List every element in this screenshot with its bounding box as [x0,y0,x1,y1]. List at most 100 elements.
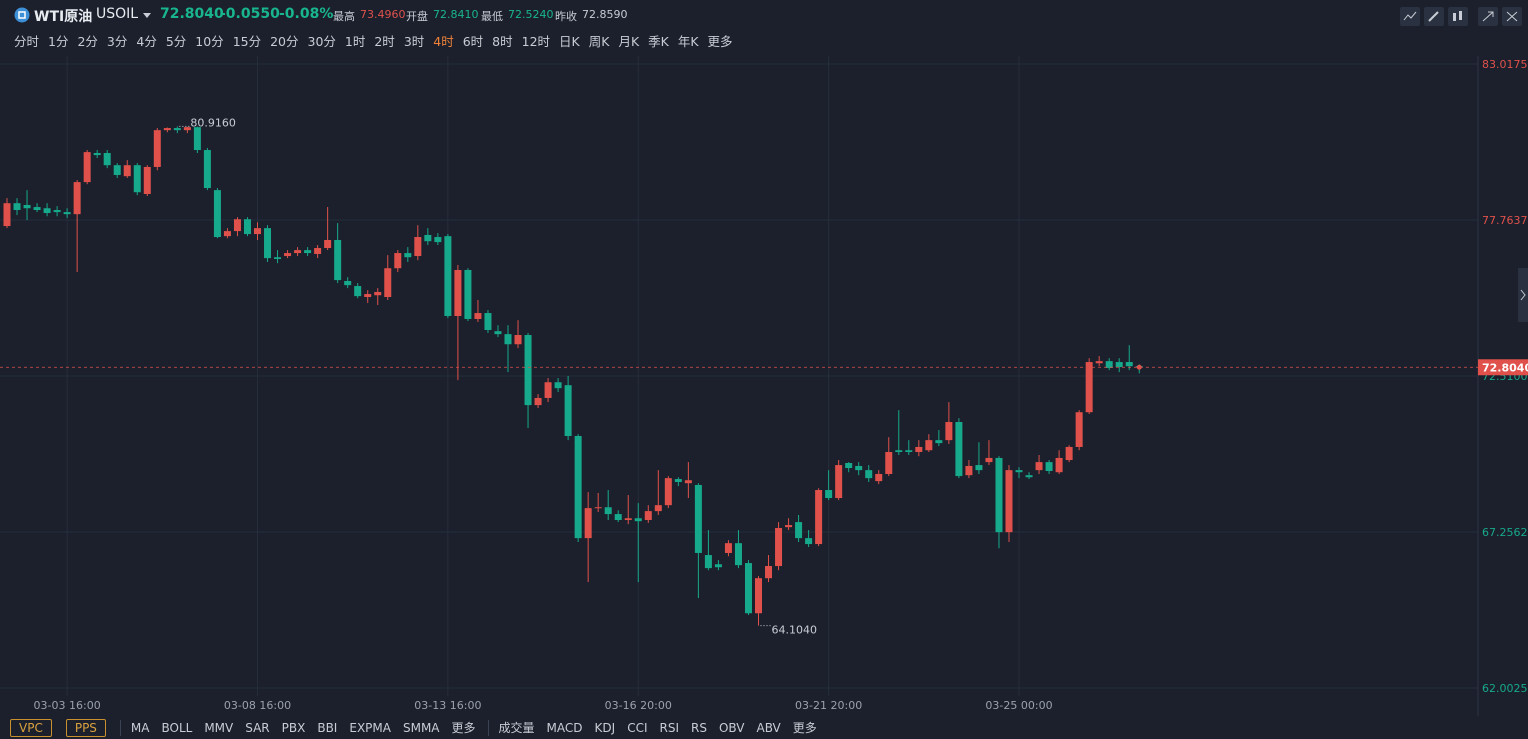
period-button[interactable]: 3时 [403,34,425,49]
candle-body [624,518,632,521]
main-indicator[interactable]: PBX [281,720,306,735]
symbol-caret [143,13,151,18]
sub-indicator[interactable]: 更多 [792,721,817,735]
candle-body [724,543,732,553]
candle-body [1035,462,1043,471]
sub-indicator[interactable]: RS [690,720,707,735]
main-indicator[interactable]: BBI [317,720,338,735]
candle-body [985,457,993,463]
last-price-box [1478,359,1528,376]
period-button[interactable]: 10分 [195,34,224,49]
candle-body [163,128,171,131]
candle-body [955,422,963,477]
candle-body [965,465,973,476]
period-button[interactable]: 年K [677,34,699,49]
x-tick-label: 03-08 16:00 [224,699,291,712]
main-indicator[interactable]: EXPMA [349,720,391,735]
x-tick-label: 03-25 00:00 [985,699,1052,712]
period-button[interactable]: 12时 [521,34,551,49]
sub-indicator[interactable]: MACD [546,720,583,735]
sub-indicator[interactable]: OBV [718,720,745,735]
period-button[interactable]: 分时 [14,34,40,49]
candle-body [1005,470,1013,533]
candle-body [53,210,61,213]
period-button[interactable]: 2时 [374,34,395,49]
period-button[interactable]: 30分 [307,34,336,49]
candle-body [775,528,783,567]
period-button[interactable]: 4分 [136,34,157,49]
period-button[interactable]: 3分 [106,34,128,49]
candle-body [614,514,622,521]
candle-body [574,435,582,539]
period-button[interactable]: 15分 [232,34,262,49]
candle-body [594,507,602,509]
main-indicator[interactable]: SAR [245,720,270,735]
candle-body [1105,361,1113,368]
main-indicator[interactable]: MA [130,720,150,735]
candle-body [334,240,342,281]
candle-body [193,127,201,151]
candle-body [183,127,191,131]
period-button[interactable]: 8时 [492,34,513,49]
candle-body [875,473,883,482]
annotation-label: 80.9160 [190,116,236,129]
candle-body [1015,470,1023,473]
candle-body [925,440,933,451]
candle-body [905,450,913,453]
side-tab[interactable] [1518,268,1528,322]
period-button[interactable]: 2分 [77,34,98,49]
candle-body [634,518,642,522]
period-button[interactable]: 1时 [344,34,366,49]
candle-body [203,150,211,189]
title: WTI原油 [34,9,93,25]
candle-body [755,578,762,614]
period-button[interactable]: 月K [618,34,640,49]
candle-body [945,422,953,441]
sub-indicator[interactable]: CCI [627,720,648,735]
candle-body [1055,457,1063,473]
candle-body [354,286,362,297]
stat-value: 72.8590 [582,8,628,21]
candle-body [1085,362,1093,413]
annotation-label: 64.1040 [772,624,818,637]
candle-body [1025,475,1033,478]
main-indicator[interactable]: 更多 [451,721,476,735]
candle-body [173,128,181,131]
candle-body [885,452,893,474]
candle-body [153,130,161,167]
period-button[interactable]: 日K [559,34,580,49]
candle-body [464,269,472,319]
symbol[interactable]: USOIL [96,6,139,22]
period-button[interactable]: 6时 [462,34,484,49]
candle-body [374,291,382,296]
main-indicator[interactable]: BOLL [161,720,193,735]
main-indicator[interactable]: MMV [204,720,234,735]
period-button[interactable]: 4时 [433,34,454,49]
main-indicator[interactable]: SMMA [402,720,440,735]
candle-body [73,182,81,215]
period-button[interactable]: 季K [648,34,669,49]
candle-body [544,382,552,398]
candle-body [23,204,31,209]
period-button[interactable]: 1分 [48,34,69,49]
candle-body [103,153,111,166]
period-button[interactable]: 周K [588,34,610,49]
indicator-button[interactable]: PPS [65,718,106,737]
stat-value: 72.8410 [433,8,479,21]
period-button[interactable]: 5分 [165,34,187,49]
toolbar-icons[interactable] [1399,6,1523,28]
period-button[interactable]: 20分 [270,34,299,49]
candle-body [1115,362,1123,368]
y-tick-label: 77.7637 [1482,214,1528,227]
period-button[interactable]: 更多 [707,34,733,49]
sub-indicator[interactable]: 成交量 [498,721,535,735]
price: 72.8040 [160,6,224,22]
candle-body [314,248,322,254]
sub-indicator[interactable]: ABV [756,720,781,735]
sub-indicator[interactable]: KDJ [594,720,616,735]
x-tick-label: 03-21 20:00 [795,699,862,712]
sub-indicator[interactable]: RSI [659,720,679,735]
candle-body [554,382,562,389]
candle-body [404,253,412,258]
indicator-button[interactable]: VPC [10,718,52,737]
